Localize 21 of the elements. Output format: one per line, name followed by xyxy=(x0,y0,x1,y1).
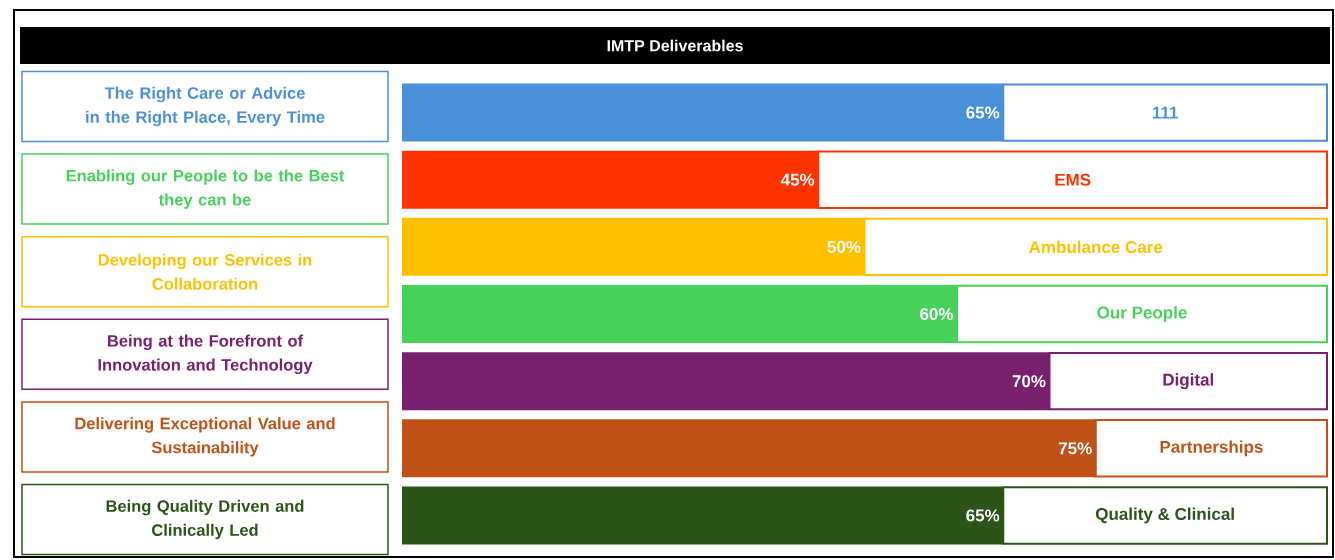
data-label: 65% xyxy=(966,106,1000,119)
text: Developing our Services in Collaboration xyxy=(98,253,312,290)
y-tick-label: Our People xyxy=(1097,306,1187,322)
y-tick-label: 111 xyxy=(1152,106,1178,119)
data-label: 70% xyxy=(1012,375,1046,388)
data-label: 60% xyxy=(920,307,954,321)
y-tick-label: Digital xyxy=(1163,373,1214,390)
chart-title: IMTP Deliverables xyxy=(607,39,743,52)
text: Enabling our People to be the Best they can be xyxy=(66,169,345,209)
y-tick-label: Quality & Clinical xyxy=(1095,507,1234,524)
data-label: 45% xyxy=(780,173,815,186)
data-label: 65% xyxy=(966,509,1000,522)
y-tick-label: Partnerships xyxy=(1160,440,1263,457)
text: Being at the Forefront of Innovation and Technology xyxy=(98,334,313,375)
text: Delivering Exceptional Value and Sustainability xyxy=(75,417,335,457)
data-label: 50% xyxy=(827,240,861,253)
y-tick-label: EMS xyxy=(1055,173,1091,186)
text: Being Quality Driven and Clinically Led xyxy=(106,499,304,540)
data-label: 75% xyxy=(1058,442,1092,455)
text: The Right Care or Advice in the Right Place, Every Time xyxy=(86,86,325,127)
y-tick-label: Ambulance Care xyxy=(1029,240,1163,254)
